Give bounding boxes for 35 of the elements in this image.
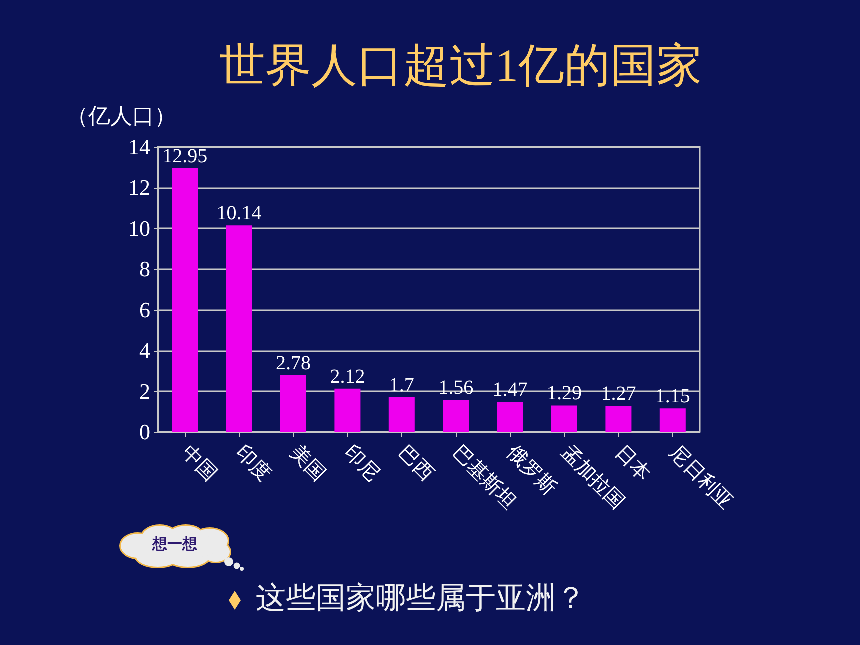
data-label: 1.15: [655, 386, 690, 408]
bar: [388, 397, 415, 432]
bar: [334, 388, 361, 432]
y-tick-label: 4: [140, 338, 150, 364]
x-tick-label: 尼日利亚: [665, 440, 739, 514]
bar: [443, 400, 470, 432]
y-tick-label: 14: [128, 134, 150, 160]
y-tick-label: 12: [128, 175, 150, 200]
x-tick-label: 中国: [177, 440, 223, 486]
data-label: 1.7: [389, 374, 414, 396]
y-tick-label: 10: [128, 216, 150, 241]
data-label: 12.95: [162, 145, 208, 168]
chart-title: 世界人口超过1亿的国家: [220, 40, 702, 91]
data-label: 2.12: [330, 366, 366, 388]
x-tick-label: 美国: [286, 440, 331, 486]
bar: [172, 168, 198, 432]
x-tick-label: 巴西: [394, 440, 440, 486]
x-tick-label: 日本: [610, 440, 656, 486]
y-tick-label: 0: [140, 420, 150, 444]
y-tick-label: 8: [140, 256, 150, 282]
y-axis-title: （亿人口）: [66, 104, 176, 130]
bar: [552, 406, 578, 432]
text: 想一想: [151, 535, 198, 554]
bar: [280, 375, 306, 432]
y-tick-label: 2: [140, 378, 150, 404]
data-label: 10.14: [216, 202, 262, 225]
bar: [660, 408, 686, 432]
data-label: 2.78: [276, 352, 311, 374]
x-tick-label: 印度: [232, 440, 277, 486]
x-tick-label: 印尼: [340, 440, 386, 486]
y-tick-label: 6: [140, 297, 150, 322]
bar: [226, 226, 252, 432]
text: 这些国家哪些属于亚洲？: [256, 580, 586, 618]
bar: [497, 402, 524, 432]
bar: [606, 406, 632, 432]
